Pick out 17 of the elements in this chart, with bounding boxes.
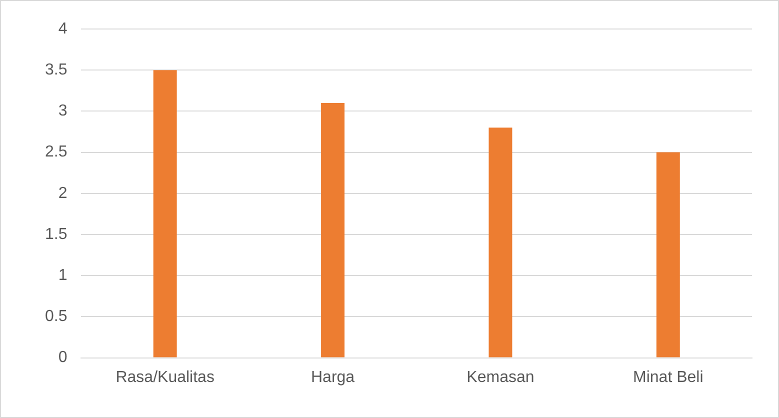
bar <box>153 70 177 358</box>
y-tick-label: 3 <box>58 102 68 120</box>
x-tick-label: Rasa/Kualitas <box>116 368 214 386</box>
y-tick-label: 2.5 <box>44 144 68 161</box>
y-tick-label: 1 <box>58 267 68 284</box>
bar <box>656 152 680 358</box>
bar <box>321 102 345 358</box>
y-tick-label: 2 <box>58 184 68 202</box>
y-tick-label: 1.5 <box>44 226 68 243</box>
y-tick-label: 3.5 <box>44 62 68 79</box>
bar <box>488 128 512 358</box>
y-tick-label: 4 <box>58 20 68 38</box>
x-tick-label: Harga <box>310 368 355 386</box>
y-tick-label: 0.5 <box>44 308 68 326</box>
x-tick-label: Minat Beli <box>633 368 704 386</box>
y-tick-label: 0 <box>58 349 68 366</box>
x-tick-label: Kemasan <box>466 368 534 386</box>
